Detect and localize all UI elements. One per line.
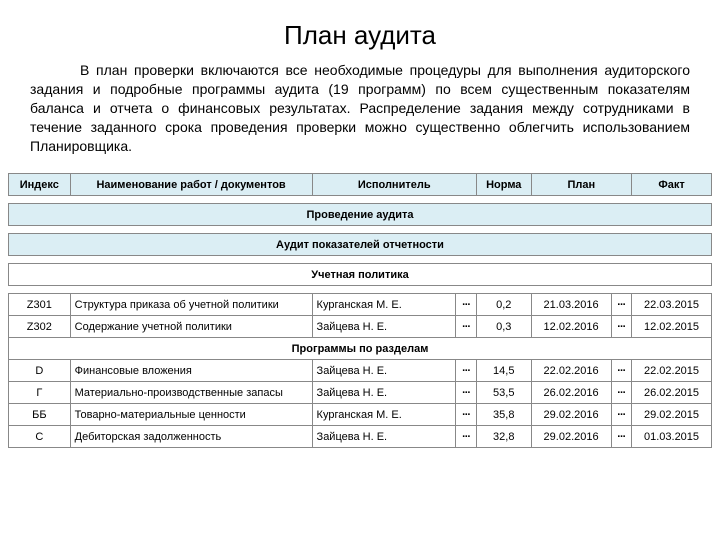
table-row: Г Материально-производственные запасы За… [9, 382, 712, 404]
cell-name: Материально-производственные запасы [70, 382, 312, 404]
cell-index: D [9, 360, 71, 382]
cell-plan: 21.03.2016 [531, 294, 611, 316]
ellipsis-icon[interactable]: ··· [611, 294, 632, 316]
cell-name: Товарно-материальные ценности [70, 404, 312, 426]
cell-fact: 01.03.2015 [632, 426, 712, 448]
audit-plan-table: Индекс Наименование работ / документов И… [8, 173, 712, 448]
cell-fact: 26.02.2015 [632, 382, 712, 404]
table-row: ББ Товарно-материальные ценности Курганс… [9, 404, 712, 426]
cell-name: Содержание учетной политики [70, 316, 312, 338]
subsection-programs: Программы по разделам [9, 338, 712, 360]
table-row: Z301 Структура приказа об учетной полити… [9, 294, 712, 316]
ellipsis-icon[interactable]: ··· [611, 426, 632, 448]
subsection-policy: Учетная политика [9, 264, 712, 286]
ellipsis-icon[interactable]: ··· [456, 426, 477, 448]
ellipsis-icon[interactable]: ··· [611, 404, 632, 426]
cell-norm: 35,8 [476, 404, 531, 426]
table-row: Z302 Содержание учетной политики Зайцева… [9, 316, 712, 338]
cell-fact: 22.02.2015 [632, 360, 712, 382]
col-index: Индекс [9, 174, 71, 196]
cell-plan: 22.02.2016 [531, 360, 611, 382]
ellipsis-icon[interactable]: ··· [611, 382, 632, 404]
page-title: План аудита [30, 20, 690, 51]
section-audit: Проведение аудита [9, 204, 712, 226]
cell-exec: Зайцева Н. Е. [312, 426, 456, 448]
col-plan: План [531, 174, 631, 196]
cell-plan: 26.02.2016 [531, 382, 611, 404]
cell-exec: Курганская М. Е. [312, 294, 456, 316]
cell-fact: 12.02.2015 [632, 316, 712, 338]
cell-index: Z302 [9, 316, 71, 338]
cell-norm: 0,3 [476, 316, 531, 338]
ellipsis-icon[interactable]: ··· [611, 360, 632, 382]
cell-fact: 22.03.2015 [632, 294, 712, 316]
cell-norm: 53,5 [476, 382, 531, 404]
cell-plan: 29.02.2016 [531, 426, 611, 448]
cell-exec: Курганская М. Е. [312, 404, 456, 426]
ellipsis-icon[interactable]: ··· [456, 360, 477, 382]
cell-name: Структура приказа об учетной политики [70, 294, 312, 316]
cell-plan: 29.02.2016 [531, 404, 611, 426]
cell-exec: Зайцева Н. Е. [312, 382, 456, 404]
cell-fact: 29.02.2015 [632, 404, 712, 426]
cell-plan: 12.02.2016 [531, 316, 611, 338]
cell-index: Z301 [9, 294, 71, 316]
intro-paragraph: В план проверки включаются все необходим… [30, 61, 690, 155]
ellipsis-icon[interactable]: ··· [456, 316, 477, 338]
cell-name: Финансовые вложения [70, 360, 312, 382]
cell-index: С [9, 426, 71, 448]
cell-index: Г [9, 382, 71, 404]
cell-norm: 0,2 [476, 294, 531, 316]
col-norm: Норма [476, 174, 531, 196]
col-executor: Исполнитель [312, 174, 476, 196]
section-indicators: Аудит показателей отчетности [9, 234, 712, 256]
ellipsis-icon[interactable]: ··· [456, 404, 477, 426]
col-fact: Факт [632, 174, 712, 196]
ellipsis-icon[interactable]: ··· [611, 316, 632, 338]
cell-name: Дебиторская задолженность [70, 426, 312, 448]
col-name: Наименование работ / документов [70, 174, 312, 196]
cell-exec: Зайцева Н. Е. [312, 360, 456, 382]
table-header-row: Индекс Наименование работ / документов И… [9, 174, 712, 196]
cell-norm: 14,5 [476, 360, 531, 382]
cell-index: ББ [9, 404, 71, 426]
ellipsis-icon[interactable]: ··· [456, 382, 477, 404]
cell-exec: Зайцева Н. Е. [312, 316, 456, 338]
ellipsis-icon[interactable]: ··· [456, 294, 477, 316]
table-row: D Финансовые вложения Зайцева Н. Е. ··· … [9, 360, 712, 382]
table-row: С Дебиторская задолженность Зайцева Н. Е… [9, 426, 712, 448]
cell-norm: 32,8 [476, 426, 531, 448]
